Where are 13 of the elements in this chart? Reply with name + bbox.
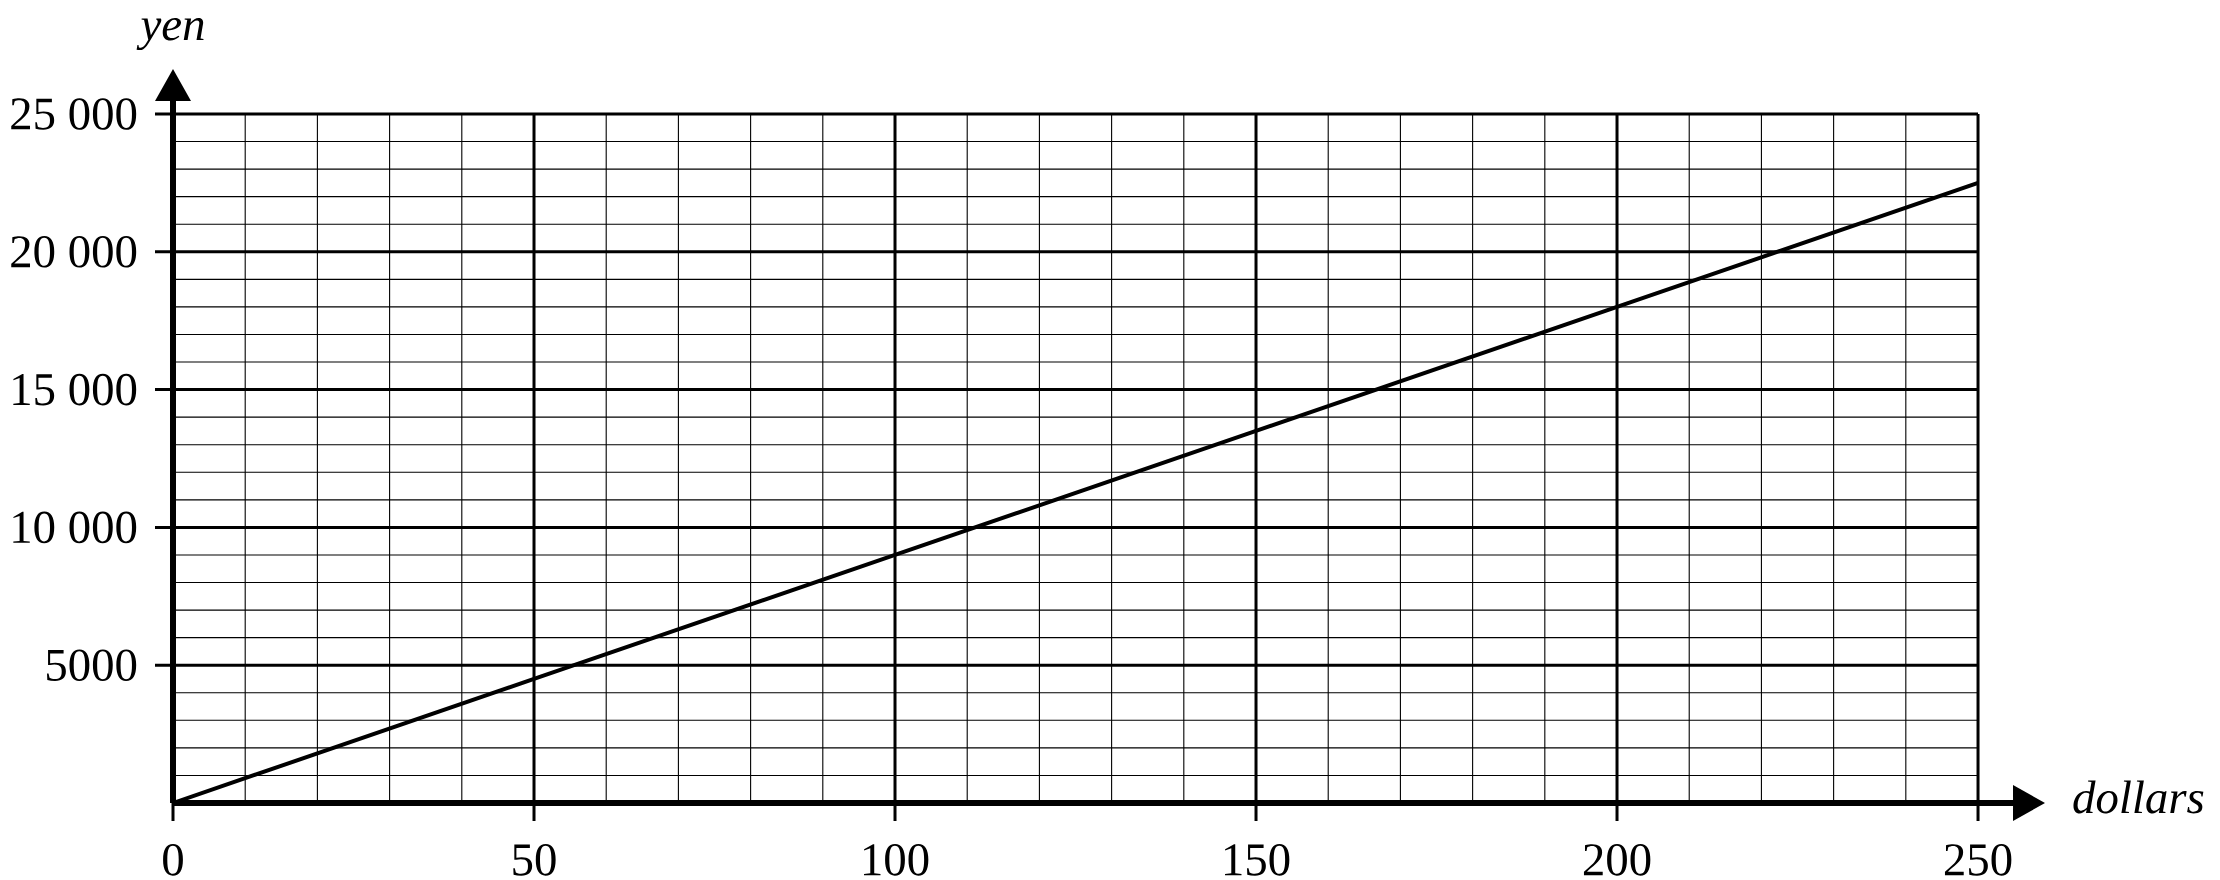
x-tick-label: 250 (1944, 844, 2012, 876)
x-axis-title: dollars (2073, 780, 2204, 814)
y-tick-label: 5000 (47, 649, 137, 682)
y-tick-label: 25 000 (11, 98, 137, 130)
x-tick-label: 50 (513, 844, 556, 876)
x-tick-label: 200 (1583, 844, 1651, 876)
x-tick-label: 0 (163, 844, 183, 876)
x-tick-label: 100 (864, 844, 929, 876)
y-axis-title: yen (136, 17, 204, 51)
y-tick-label: 10 000 (13, 511, 137, 544)
y-tick-label: 15 000 (13, 373, 137, 406)
y-tick-label: 20 000 (11, 236, 137, 268)
x-tick-label: 150 (1225, 844, 1290, 876)
